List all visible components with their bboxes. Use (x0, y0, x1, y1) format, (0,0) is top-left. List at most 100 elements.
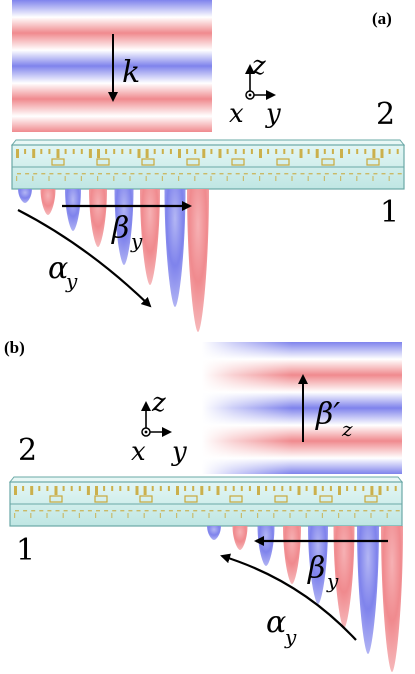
axis-y-label-b: y (171, 437, 187, 467)
metasurface-cell (79, 510, 84, 512)
metasurface-cell (386, 486, 389, 491)
metasurface-cell (218, 149, 222, 158)
metasurface-cell (266, 510, 271, 512)
metasurface-cell (178, 176, 180, 181)
panel-a-tag: (a) (372, 9, 392, 28)
field-lobe-blue (65, 189, 81, 231)
metasurface-cell (96, 510, 100, 512)
metasurface-cell (24, 149, 27, 154)
metasurface-cell (357, 173, 362, 175)
metasurface-cell (161, 176, 163, 181)
metasurface-cell (291, 176, 293, 181)
metasurface-cell (127, 513, 129, 518)
metasurface-cell (321, 158, 335, 166)
metasurface-cell (112, 510, 117, 512)
metasurface-cell (169, 149, 172, 154)
metasurface-cell (217, 510, 222, 512)
metasurface-cell (87, 510, 92, 512)
metasurface-cell (31, 510, 36, 512)
metasurface-cell (151, 486, 154, 491)
metasurface-cell (122, 173, 127, 175)
metasurface-cell (321, 513, 323, 518)
metasurface-cell (379, 510, 384, 512)
axis-x-label-a: x (229, 99, 244, 129)
metasurface-cell (242, 176, 244, 181)
metasurface-cell (62, 486, 65, 491)
metasurface-cell (364, 495, 378, 503)
metasurface-cell (395, 510, 400, 512)
metasurface-cell (349, 173, 354, 175)
beta-label-a: β (111, 211, 129, 246)
metasurface-cell (364, 149, 367, 154)
metasurface-cell (225, 510, 230, 512)
metasurface-cell (16, 176, 18, 181)
metasurface-cell (339, 510, 343, 512)
alpha-sub-a: y (65, 269, 78, 293)
alpha-label-a: α (48, 251, 68, 286)
metasurface-cell (192, 513, 194, 518)
metasurface-cell (307, 176, 309, 181)
alpha-label-b: α (266, 605, 286, 640)
metasurface-cell (56, 149, 60, 158)
metasurface-cell (370, 513, 372, 518)
field-lobe-red (232, 526, 248, 550)
metasurface-cell (40, 149, 43, 154)
metasurface-cell (162, 173, 167, 175)
metasurface-cell (388, 149, 391, 154)
metasurface-cell (354, 513, 356, 518)
metasurface-cell (144, 510, 149, 512)
metasurface-cell (224, 486, 227, 491)
metasurface-cell (319, 495, 333, 503)
alpha-arrow-a (17, 209, 152, 308)
axis-y-label-a: y (265, 99, 281, 129)
metasurface-cell (179, 173, 183, 175)
metasurface-cell (250, 149, 253, 154)
alpha-sub-b: y (284, 625, 297, 649)
field-lobe-blue (308, 526, 328, 604)
metasurface-cell (363, 510, 368, 512)
metasurface-cell (129, 149, 132, 154)
field-lobe-red (89, 189, 107, 247)
metasurface-cell (348, 149, 351, 154)
metasurface-cell (127, 486, 130, 491)
metasurface-cell (170, 173, 175, 175)
metasurface-cell (265, 486, 268, 491)
metasurface-cell (331, 149, 334, 154)
metasurface-cell (378, 486, 382, 495)
metasurface-cell (194, 176, 196, 181)
metasurface-cell (289, 486, 292, 491)
metasurface-cell (355, 510, 360, 512)
metasurface-cell (62, 513, 64, 518)
metasurface-cell (371, 510, 376, 512)
region-2-label-a: 2 (376, 97, 395, 132)
metasurface-cell (86, 486, 90, 495)
metasurface-cell (70, 486, 73, 491)
metasurface-cell (235, 173, 240, 175)
metasurface-cell (216, 486, 220, 495)
metasurface-cell (177, 510, 181, 512)
alpha-arrow-b (220, 553, 357, 641)
beta-sub-a: y (130, 229, 143, 253)
metasurface-cell (105, 149, 108, 154)
metasurface-slab-a (10, 139, 406, 190)
metasurface-cell (178, 149, 181, 158)
field-lobe-blue (114, 189, 134, 265)
metasurface-cell (274, 510, 279, 512)
metasurface-cell (160, 510, 165, 512)
metasurface-cell (259, 149, 262, 158)
metasurface-cell (209, 510, 214, 512)
metasurface-cell (143, 513, 145, 518)
metasurface-cell (194, 149, 197, 154)
metasurface-cell (290, 510, 295, 512)
metasurface-cell (22, 486, 25, 491)
metasurface-cell (380, 149, 384, 158)
metasurface-cell (258, 510, 262, 512)
metasurface-cell (195, 173, 200, 175)
metasurface-cell (273, 513, 275, 518)
metasurface-cell (241, 510, 246, 512)
metasurface-cell (354, 486, 357, 491)
metasurface-cell (316, 173, 321, 175)
metasurface-cell (389, 173, 394, 175)
metasurface-cell (372, 149, 376, 158)
metasurface-cell (38, 486, 41, 491)
